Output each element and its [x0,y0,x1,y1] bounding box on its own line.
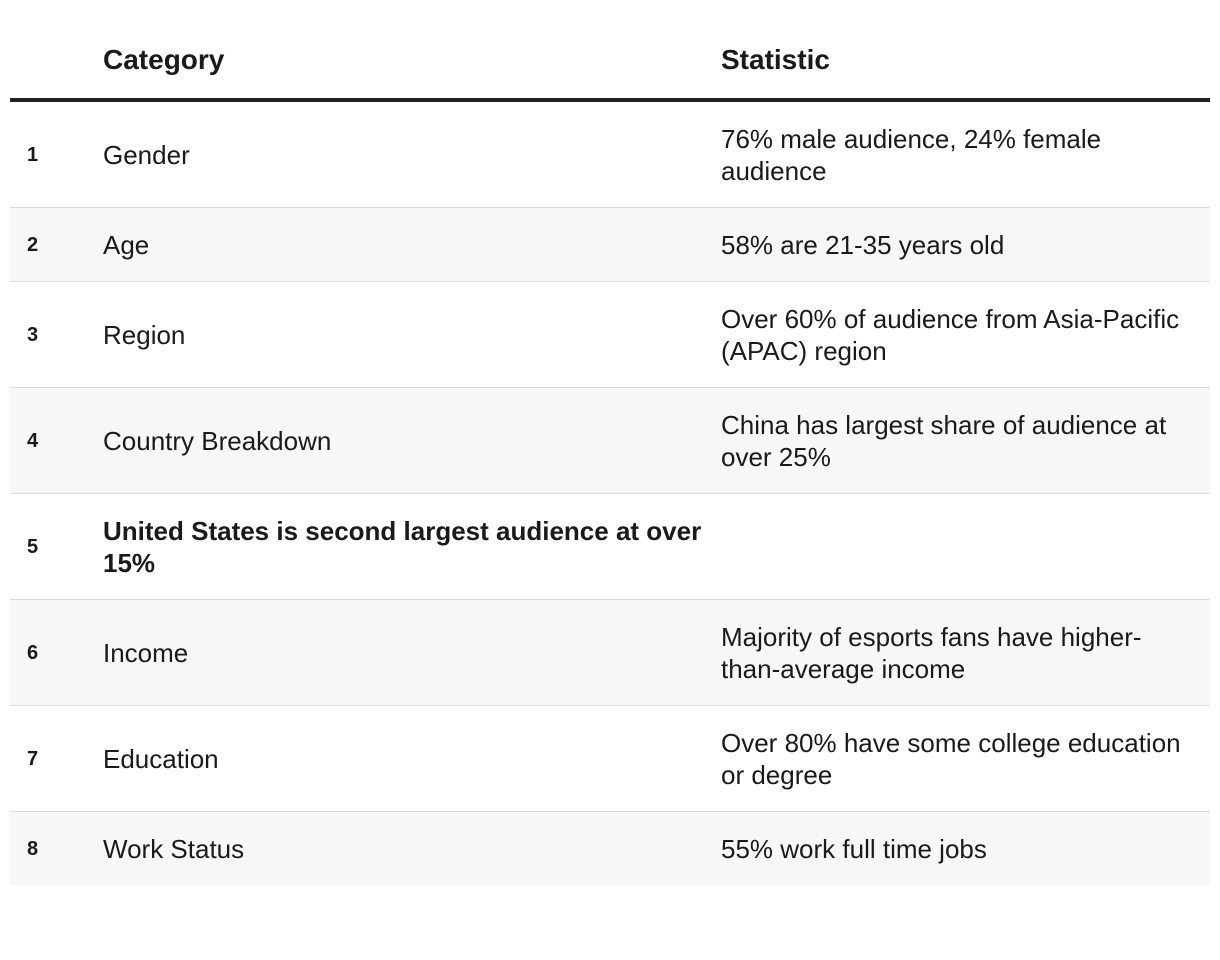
row-statistic: Majority of esports fans have higher-tha… [721,599,1210,706]
row-statistic: Over 80% have some college education or … [721,705,1210,812]
row-statistic [721,493,1210,600]
row-statistic: 58% are 21-35 years old [721,207,1210,282]
header-category: Category [103,22,721,102]
row-number: 4 [10,387,103,494]
row-number: 2 [10,207,103,282]
row-category: Work Status [103,811,721,885]
table-row: 5 United States is second largest audien… [10,493,1210,600]
row-statistic: 76% male audience, 24% female audience [721,100,1210,208]
row-statistic: China has largest share of audience at o… [721,387,1210,494]
table-row: 3 Region Over 60% of audience from Asia-… [10,281,1210,388]
table-row: 8 Work Status 55% work full time jobs [10,811,1210,885]
row-number: 8 [10,811,103,885]
table-row: 1 Gender 76% male audience, 24% female a… [10,100,1210,208]
row-category: Age [103,207,721,282]
demographics-table-container: Category Statistic 1 Gender 76% male aud… [10,22,1210,885]
row-category: Region [103,281,721,388]
row-number: 5 [10,493,103,600]
row-category: Education [103,705,721,812]
header-number [10,22,103,102]
table-row: 7 Education Over 80% have some college e… [10,705,1210,812]
table-row: 2 Age 58% are 21-35 years old [10,207,1210,282]
demographics-table: Category Statistic 1 Gender 76% male aud… [10,22,1210,885]
table-row: 4 Country Breakdown China has largest sh… [10,387,1210,494]
row-category: United States is second largest audience… [103,493,721,600]
row-statistic: Over 60% of audience from Asia-Pacific (… [721,281,1210,388]
row-category: Income [103,599,721,706]
row-category: Gender [103,100,721,208]
header-statistic: Statistic [721,22,1210,102]
table-row: 6 Income Majority of esports fans have h… [10,599,1210,706]
row-category: Country Breakdown [103,387,721,494]
row-statistic: 55% work full time jobs [721,811,1210,885]
row-number: 1 [10,100,103,208]
row-number: 6 [10,599,103,706]
row-number: 3 [10,281,103,388]
table-header-row: Category Statistic [10,22,1210,102]
row-number: 7 [10,705,103,812]
